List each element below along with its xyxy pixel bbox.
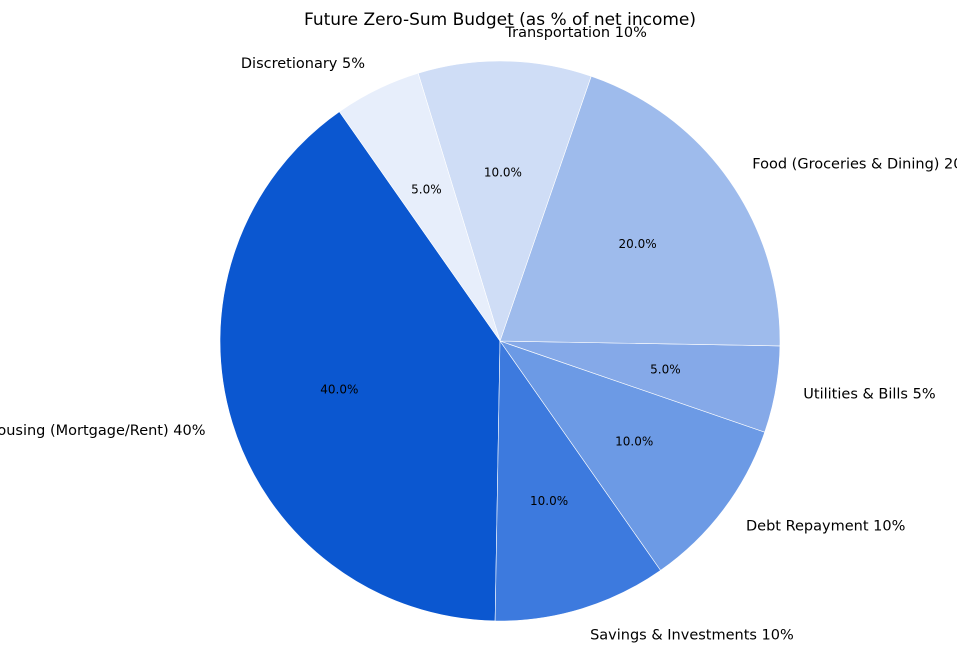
pie-slice xyxy=(338,72,501,342)
pie-slice xyxy=(494,340,662,622)
slice-label: Food (Groceries & Dining) 20% xyxy=(752,156,957,172)
slice-label: Discretionary 5% xyxy=(241,56,365,72)
pie-slice xyxy=(417,60,592,342)
slice-percent-label: 10.0% xyxy=(615,435,653,449)
slice-label: Utilities & Bills 5% xyxy=(803,387,935,403)
chart-title: Future Zero-Sum Budget (as % of net inco… xyxy=(304,10,696,30)
slice-percent-label: 5.0% xyxy=(411,183,442,197)
percent-labels: 40.0% 10.0% 10.0% 5.0% 20.0% 10.0% 5.0% xyxy=(320,166,680,509)
slice-labels: Housing (Mortgage/Rent) 40% Savings & Inv… xyxy=(0,25,957,644)
slice-percent-label: 5.0% xyxy=(650,363,681,377)
pie-slice xyxy=(499,75,781,347)
slice-percent-label: 10.0% xyxy=(484,166,522,180)
pie-slice xyxy=(219,111,501,622)
slice-label: Debt Repayment 10% xyxy=(746,518,905,534)
slice-label: Transportation 10% xyxy=(504,25,647,41)
slice-percent-label: 20.0% xyxy=(619,237,657,251)
slice-label: Savings & Investments 10% xyxy=(590,628,794,644)
pie-slices xyxy=(219,60,781,622)
slice-percent-label: 10.0% xyxy=(530,494,568,508)
slice-percent-label: 40.0% xyxy=(320,383,358,397)
slice-label: Housing (Mortgage/Rent) 40% xyxy=(0,423,206,439)
pie-slice xyxy=(499,340,766,571)
